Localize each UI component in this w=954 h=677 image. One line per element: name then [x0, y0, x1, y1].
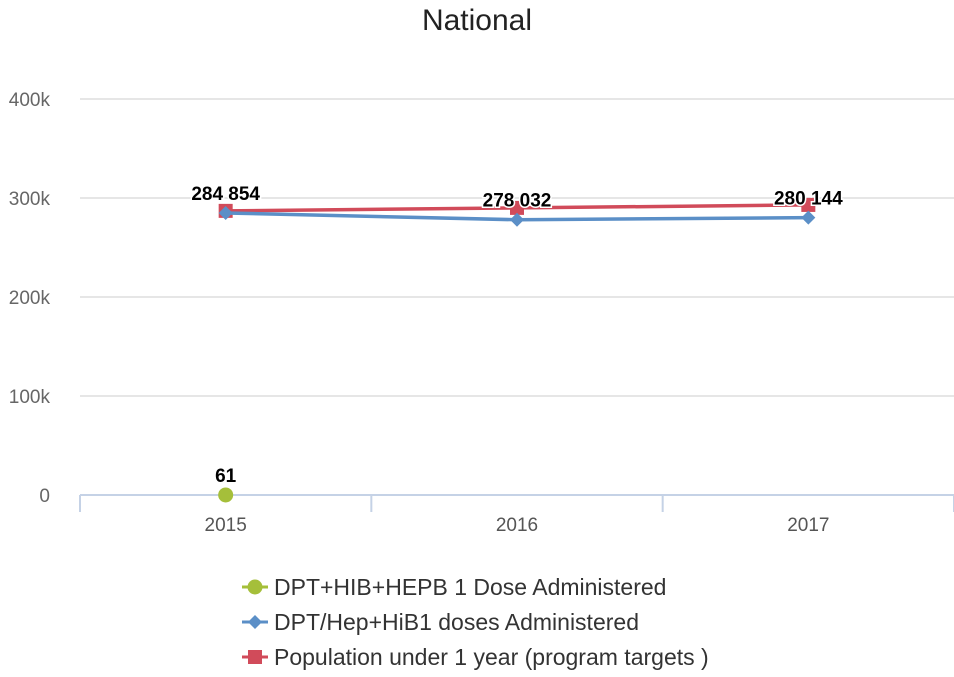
- chart-title: National: [421, 4, 533, 37]
- legend-symbol: [242, 615, 268, 629]
- legend-label: DPT/Hep+HiB1 doses Administered: [274, 609, 639, 635]
- x-tick-label: 2015: [205, 515, 247, 536]
- y-tick-label: 400k: [9, 90, 51, 111]
- legend-marker: [248, 615, 262, 629]
- legend-symbol: [242, 579, 268, 595]
- data-label: 61: [215, 466, 237, 487]
- legend-label: DPT+HIB+HEPB 1 Dose Administered: [274, 574, 667, 600]
- series-1: [218, 205, 816, 227]
- y-tick-label: 100k: [9, 387, 51, 408]
- data-point: [510, 212, 524, 227]
- y-tick-label: 0: [39, 486, 50, 507]
- data-label: 280 144: [774, 189, 843, 210]
- y-tick-label: 300k: [9, 189, 51, 210]
- legend-marker: [247, 579, 263, 595]
- data-label: 284 854: [191, 184, 260, 205]
- data-point: [801, 210, 816, 225]
- x-tick-label: 2017: [787, 515, 829, 536]
- x-tick-label: 2016: [496, 515, 538, 536]
- data-label: 278 032: [483, 191, 552, 212]
- legend-marker: [248, 650, 262, 664]
- series-0: [218, 487, 234, 503]
- data-point: [218, 487, 234, 503]
- y-tick-label: 200k: [9, 288, 51, 309]
- data-point: [510, 200, 524, 215]
- data-point: [218, 205, 233, 220]
- legend-symbol: [242, 650, 268, 664]
- data-point: [801, 197, 816, 212]
- legend-label: Population under 1 year (program targets…: [274, 644, 709, 670]
